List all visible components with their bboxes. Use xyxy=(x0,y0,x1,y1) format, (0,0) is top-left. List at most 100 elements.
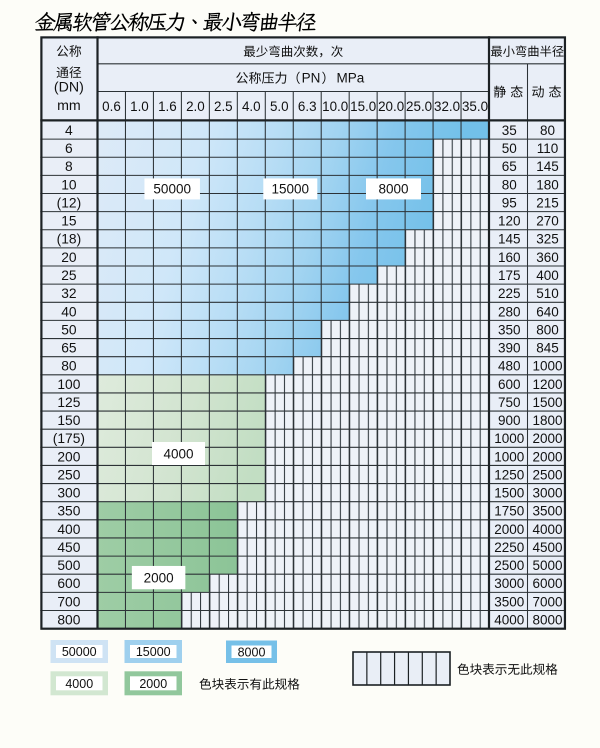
svg-text:4.0: 4.0 xyxy=(242,99,261,114)
svg-text:700: 700 xyxy=(57,594,80,609)
svg-text:215: 215 xyxy=(536,195,559,210)
svg-text:400: 400 xyxy=(536,268,559,283)
svg-text:35: 35 xyxy=(502,123,517,138)
svg-text:750: 750 xyxy=(498,395,521,410)
svg-text:200: 200 xyxy=(57,449,80,464)
svg-text:mm: mm xyxy=(57,98,81,114)
svg-text:2250: 2250 xyxy=(494,540,524,555)
svg-text:4000: 4000 xyxy=(163,446,193,461)
svg-text:4000: 4000 xyxy=(532,522,562,537)
svg-text:2.5: 2.5 xyxy=(214,99,233,114)
svg-text:2500: 2500 xyxy=(532,467,562,482)
svg-text:4: 4 xyxy=(65,123,73,138)
svg-text:2000: 2000 xyxy=(532,431,562,446)
svg-text:4000: 4000 xyxy=(494,612,524,627)
svg-text:32: 32 xyxy=(61,286,76,301)
svg-text:6.3: 6.3 xyxy=(298,99,317,114)
svg-text:1250: 1250 xyxy=(494,467,524,482)
svg-text:2500: 2500 xyxy=(494,558,524,573)
svg-text:1.6: 1.6 xyxy=(158,99,177,114)
svg-text:3000: 3000 xyxy=(532,486,562,501)
svg-text:1500: 1500 xyxy=(494,486,524,501)
svg-text:32.0: 32.0 xyxy=(434,99,460,114)
svg-text:600: 600 xyxy=(498,377,521,392)
svg-text:15.0: 15.0 xyxy=(350,99,376,114)
svg-text:1500: 1500 xyxy=(532,395,562,410)
svg-text:100: 100 xyxy=(57,377,80,392)
svg-text:15: 15 xyxy=(61,214,77,229)
svg-text:300: 300 xyxy=(57,486,80,501)
svg-text:150: 150 xyxy=(57,413,80,428)
svg-text:510: 510 xyxy=(536,286,559,301)
svg-text:5.0: 5.0 xyxy=(270,99,289,114)
svg-text:2000: 2000 xyxy=(532,449,562,464)
svg-text:40: 40 xyxy=(61,304,77,319)
svg-text:3500: 3500 xyxy=(494,594,524,609)
svg-text:3000: 3000 xyxy=(494,576,524,591)
svg-text:120: 120 xyxy=(498,214,521,229)
svg-text:180: 180 xyxy=(536,177,559,192)
svg-text:20: 20 xyxy=(61,250,77,265)
svg-text:50000: 50000 xyxy=(153,182,191,197)
svg-text:80: 80 xyxy=(61,359,77,374)
svg-text:65: 65 xyxy=(61,341,77,356)
svg-text:500: 500 xyxy=(57,558,80,573)
svg-text:4000: 4000 xyxy=(65,677,93,691)
svg-text:350: 350 xyxy=(498,322,521,337)
svg-text:400: 400 xyxy=(57,522,80,537)
svg-text:4500: 4500 xyxy=(532,540,562,555)
svg-text:145: 145 xyxy=(498,232,521,247)
svg-text:390: 390 xyxy=(498,341,521,356)
svg-text:(12): (12) xyxy=(57,195,82,210)
svg-text:(175): (175) xyxy=(53,431,85,446)
svg-text:110: 110 xyxy=(537,141,559,156)
svg-text:1.0: 1.0 xyxy=(130,99,149,114)
svg-text:8000: 8000 xyxy=(532,612,562,627)
svg-text:80: 80 xyxy=(540,123,555,138)
svg-text:270: 270 xyxy=(536,214,559,229)
svg-text:7000: 7000 xyxy=(532,594,562,609)
svg-text:15000: 15000 xyxy=(136,645,171,659)
svg-text:8000: 8000 xyxy=(238,645,266,659)
svg-text:845: 845 xyxy=(536,341,559,356)
svg-text:20.0: 20.0 xyxy=(378,99,404,114)
svg-text:0.6: 0.6 xyxy=(102,99,121,114)
svg-text:15000: 15000 xyxy=(272,182,310,197)
svg-text:1000: 1000 xyxy=(494,449,524,464)
svg-text:480: 480 xyxy=(498,359,521,374)
svg-text:640: 640 xyxy=(536,304,559,319)
svg-text:1800: 1800 xyxy=(532,413,562,428)
svg-text:2000: 2000 xyxy=(139,677,167,691)
svg-text:600: 600 xyxy=(57,576,80,591)
svg-text:325: 325 xyxy=(536,232,559,247)
svg-text:8: 8 xyxy=(65,159,73,174)
svg-text:360: 360 xyxy=(536,250,559,265)
svg-text:35.0: 35.0 xyxy=(462,99,488,114)
svg-text:125: 125 xyxy=(57,395,80,410)
svg-text:PN: PN xyxy=(302,71,321,86)
svg-text:250: 250 xyxy=(57,467,80,482)
svg-text:(18): (18) xyxy=(57,232,82,247)
svg-text:350: 350 xyxy=(57,504,80,519)
svg-text:1750: 1750 xyxy=(494,504,524,519)
svg-text:1000: 1000 xyxy=(532,359,562,374)
svg-text:10: 10 xyxy=(61,177,77,192)
svg-text:95: 95 xyxy=(502,195,517,210)
svg-text:80: 80 xyxy=(502,177,517,192)
svg-text:160: 160 xyxy=(498,250,521,265)
svg-text:6: 6 xyxy=(65,141,73,156)
svg-text:800: 800 xyxy=(536,322,559,337)
svg-text:450: 450 xyxy=(57,540,80,555)
svg-text:10.0: 10.0 xyxy=(322,99,348,114)
svg-text:6000: 6000 xyxy=(532,576,562,591)
svg-text:8000: 8000 xyxy=(378,182,408,197)
svg-text:900: 900 xyxy=(498,413,521,428)
svg-text:25: 25 xyxy=(61,268,77,283)
svg-text:145: 145 xyxy=(536,159,559,174)
svg-text:65: 65 xyxy=(502,159,517,174)
svg-text:2000: 2000 xyxy=(494,522,524,537)
svg-text:1200: 1200 xyxy=(532,377,562,392)
svg-text:2000: 2000 xyxy=(144,570,174,585)
svg-text:280: 280 xyxy=(498,304,521,319)
svg-text:3500: 3500 xyxy=(532,504,562,519)
